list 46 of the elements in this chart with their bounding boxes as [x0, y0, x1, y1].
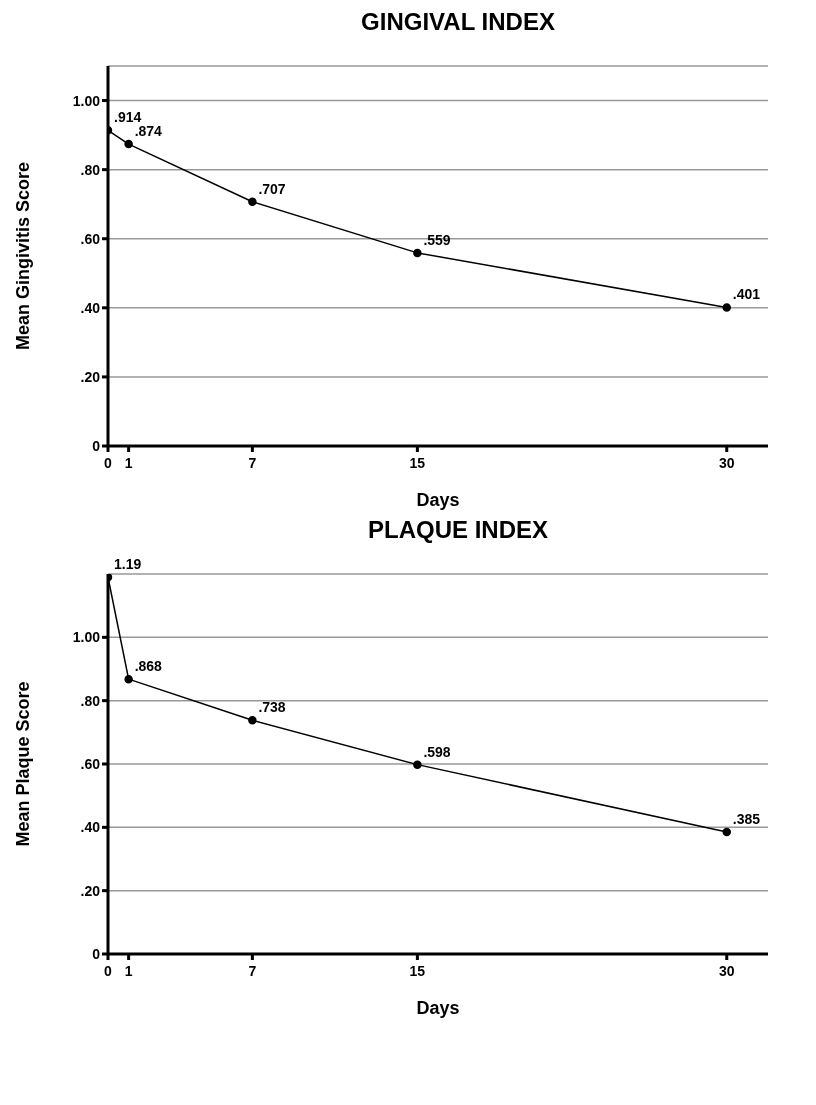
- point: [124, 139, 133, 149]
- x-tick-label: 7: [248, 962, 257, 979]
- x-tick-label: 7: [248, 454, 257, 471]
- point: [248, 716, 257, 725]
- chart-title: GINGIVAL INDEX: [360, 8, 556, 36]
- point: [124, 674, 133, 684]
- y-tick-label: .20: [80, 882, 101, 899]
- x-tick-label: 30: [718, 454, 735, 471]
- point: [413, 760, 422, 769]
- x-tick-label: 0: [104, 454, 113, 471]
- point: [722, 303, 731, 312]
- x-tick-label: 1: [124, 454, 133, 471]
- data-label: .874: [134, 123, 163, 140]
- data-label: .914: [114, 109, 142, 126]
- point: [722, 827, 731, 837]
- x-tick-label: 0: [104, 962, 113, 979]
- y-axis-title: Mean Plaque Score: [13, 681, 34, 847]
- data-label: .868: [134, 658, 163, 675]
- data-label: .559: [423, 231, 451, 248]
- y-tick-label: 1.00: [72, 92, 101, 109]
- y-tick-label: .40: [80, 299, 101, 316]
- x-tick-label: 15: [409, 962, 426, 979]
- chart-title: PLAQUE INDEX: [367, 516, 549, 544]
- data-label: .401: [732, 286, 761, 303]
- y-tick-label: .60: [80, 230, 101, 247]
- y-tick-label: .80: [80, 161, 101, 178]
- y-tick-label: .20: [80, 368, 101, 385]
- x-tick-label: 15: [409, 454, 426, 471]
- x-axis-title: Days: [416, 490, 460, 510]
- y-tick-label: 1.00: [72, 629, 101, 646]
- x-tick-label: 30: [718, 962, 735, 979]
- point: [248, 197, 257, 207]
- x-axis-title: Days: [416, 998, 460, 1018]
- y-tick-label: .80: [80, 692, 101, 709]
- data-label: .385: [732, 811, 761, 828]
- y-tick-label: 0: [92, 437, 101, 454]
- y-tick-label: .40: [80, 819, 101, 836]
- y-tick-label: .60: [80, 755, 101, 772]
- data-label: .738: [258, 699, 286, 716]
- data-label: 1.19: [114, 556, 142, 573]
- point: [413, 248, 422, 258]
- y-tick-label: 0: [92, 945, 101, 962]
- data-label: .707: [258, 180, 286, 197]
- data-label: .598: [423, 743, 451, 760]
- x-tick-label: 1: [124, 962, 133, 979]
- y-axis-title: Mean Gingivitis Score: [13, 161, 34, 351]
